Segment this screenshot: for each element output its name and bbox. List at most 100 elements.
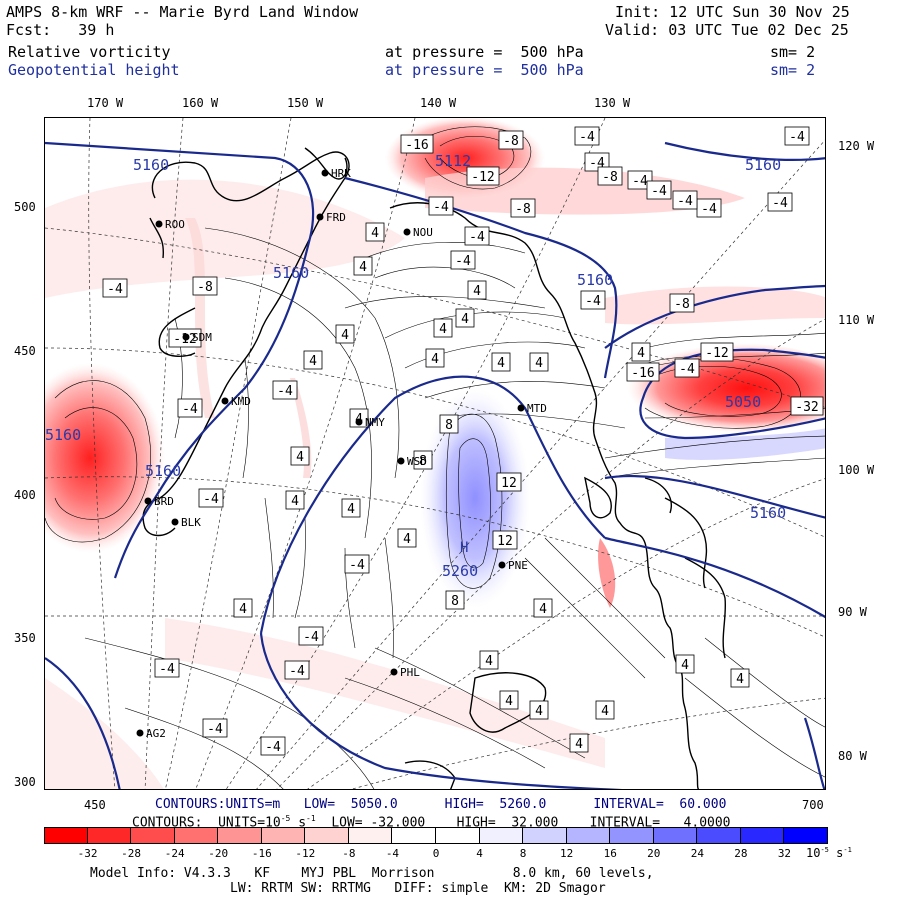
colorbar-tick: -4: [385, 847, 400, 860]
vorticity-label: -16: [400, 134, 434, 154]
vorticity-label: -4: [580, 290, 606, 310]
height-label: 5050: [725, 393, 761, 411]
colorbar-units: 10-5 s-1: [806, 843, 852, 860]
vorticity-label: 4: [491, 352, 511, 372]
colorbar-tick: 4: [476, 847, 483, 860]
vorticity-label: 8: [413, 450, 433, 470]
init-time: Init: 12 UTC Sun 30 Nov 25: [615, 3, 850, 21]
svg-text:-4: -4: [585, 294, 601, 309]
vort-contour-units-tail-exp: -1: [306, 814, 316, 823]
station-marker: NMY: [355, 416, 385, 429]
height-label: 5112: [435, 152, 471, 170]
station-label: BLK: [181, 516, 201, 529]
field1-sm: sm= 2: [770, 43, 816, 61]
colorbar-cell: [740, 827, 785, 844]
lat-label: 100 W: [838, 463, 875, 477]
station-marker: WSD: [397, 455, 427, 468]
vorticity-label: 4: [285, 490, 305, 510]
svg-text:4: 4: [461, 312, 469, 327]
vorticity-label: 4: [467, 280, 487, 300]
station-label: ROO: [165, 218, 185, 231]
svg-text:-4: -4: [203, 492, 219, 507]
svg-text:4: 4: [431, 352, 439, 367]
station-marker: H: [460, 540, 468, 556]
height-contour-high: HIGH= 5260.0: [444, 797, 547, 812]
lon-label: 140 W: [420, 96, 457, 110]
svg-text:4: 4: [296, 450, 304, 465]
vorticity-label: 4: [595, 700, 615, 720]
vorticity-label: -8: [597, 166, 623, 186]
stations: ROO FRD NOU SDM KMD NMY WSD MTD BRD BLK PNE PHL AG2 H…: [136, 167, 547, 740]
vorticity-label: 4: [455, 308, 475, 328]
y-axis-label: 300: [14, 775, 36, 789]
station-label: SDM: [192, 331, 212, 344]
model-sw: SW: RRTMG: [300, 881, 371, 896]
colorbar-cell: [610, 827, 654, 844]
vorticity-label: -4: [696, 198, 722, 218]
station-marker: FRD: [316, 211, 346, 224]
colorbar-tick: -28: [121, 847, 142, 860]
station-label: NMY: [365, 416, 385, 429]
vorticity-label: 4: [533, 598, 553, 618]
lat-label: 120 W: [838, 139, 875, 153]
vorticity-label: -4: [260, 736, 286, 756]
station-label: PHL: [400, 666, 420, 679]
vorticity-label: -4: [450, 250, 476, 270]
vorticity-label: 4: [353, 256, 373, 276]
vorticity-label: 4: [479, 650, 499, 670]
vorticity-label: -4: [464, 226, 490, 246]
field1-level: at pressure = 500 hPa: [385, 43, 584, 61]
vorticity-label: -4: [272, 380, 298, 400]
vorticity-label: -16: [626, 362, 660, 382]
vorticity-label: 4: [303, 350, 323, 370]
y-axis-label: 350: [14, 631, 36, 645]
svg-text:-4: -4: [207, 722, 223, 737]
vorticity-label: 4: [529, 352, 549, 372]
svg-text:4: 4: [539, 602, 547, 617]
vorticity-label: -8: [498, 130, 524, 150]
vorticity-label: 4: [365, 222, 385, 242]
svg-text:-4: -4: [349, 558, 365, 573]
station-label: MTD: [527, 402, 547, 415]
svg-text:4: 4: [601, 704, 609, 719]
model-info-line2: LW: RRTM SW: RRTMG DIFF: simple KM: 2D S…: [230, 881, 606, 896]
model-info-line1: Model Info: V4.3.3 KF MYJ PBL Morrison 8…: [90, 866, 654, 881]
vorticity-label: -4: [767, 192, 793, 212]
map-panel: 5160 5112 5160 5160 5160 5160 5050 5260 …: [44, 117, 826, 790]
model-cumulus: KF: [254, 866, 271, 881]
svg-text:-4: -4: [772, 196, 788, 211]
svg-text:4: 4: [359, 260, 367, 275]
vorticity-label: 4: [425, 348, 445, 368]
colorbar-cell: [784, 827, 828, 844]
vorticity-label: -4: [672, 190, 698, 210]
lat-label: 110 W: [838, 313, 875, 327]
height-contour-low: LOW= 5050.0: [303, 797, 398, 812]
vorticity-label: -4: [344, 554, 370, 574]
vorticity-label: -4: [284, 660, 310, 680]
vorticity-label: 4: [341, 498, 361, 518]
y-axis-label: 500: [14, 200, 36, 214]
colorbar-cell: [436, 827, 480, 844]
vorticity-label: -4: [102, 278, 128, 298]
svg-text:-4: -4: [677, 194, 693, 209]
station-label: HRK: [331, 167, 351, 180]
vorticity-label: -4: [428, 196, 454, 216]
svg-text:4: 4: [473, 284, 481, 299]
svg-text:4: 4: [497, 356, 505, 371]
colorbar-tick: 24: [690, 847, 704, 860]
station-marker: ROO: [155, 218, 185, 231]
vorticity-label: -4: [646, 180, 672, 200]
model-resolution: 8.0 km, 60 levels,: [512, 866, 654, 881]
map-canvas: 5160 5112 5160 5160 5160 5160 5050 5260 …: [45, 118, 825, 789]
colorbar-tick: 12: [560, 847, 574, 860]
vorticity-label: 8: [439, 414, 459, 434]
y-axis-label: 400: [14, 488, 36, 502]
model-pbl: MYJ PBL: [301, 866, 357, 881]
height-label: 5160: [45, 426, 81, 444]
vorticity-label: 4: [433, 318, 453, 338]
model-diff: DIFF: simple: [394, 881, 489, 896]
vort-contour-label: CONTOURS:: [132, 815, 203, 831]
station-label: FRD: [326, 211, 346, 224]
vorticity-label: 8: [445, 590, 465, 610]
svg-text:4: 4: [341, 328, 349, 343]
